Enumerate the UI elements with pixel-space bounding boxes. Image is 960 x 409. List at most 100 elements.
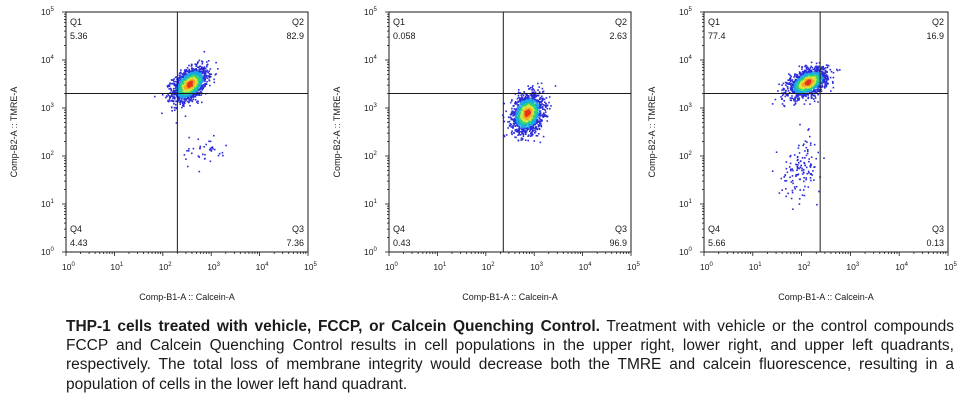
- event-dot: [795, 185, 798, 188]
- event-dot: [192, 71, 194, 74]
- event-dot: [815, 85, 817, 88]
- event-dot: [523, 97, 526, 99]
- event-dot: [808, 79, 810, 81]
- event-dot: [815, 157, 817, 160]
- event-dot: [186, 76, 188, 78]
- event-dot: [545, 105, 548, 107]
- event-dot: [178, 83, 181, 86]
- x-tick-label: 101: [749, 262, 762, 272]
- event-dot: [817, 83, 820, 85]
- event-dot: [818, 69, 820, 72]
- event-dot: [810, 78, 812, 81]
- event-dot: [523, 102, 525, 104]
- event-dot: [807, 129, 809, 131]
- event-dot: [188, 148, 190, 150]
- event-dot: [180, 99, 183, 102]
- event-dot: [529, 126, 531, 129]
- event-dot: [789, 83, 792, 86]
- event-dot: [200, 94, 202, 96]
- event-dot: [193, 73, 195, 75]
- event-dot: [816, 74, 819, 77]
- event-dot: [538, 124, 541, 126]
- quadrant-q2-value: 16.9: [926, 31, 944, 41]
- event-dot: [521, 116, 524, 119]
- event-dot: [820, 90, 823, 93]
- event-dot: [183, 81, 185, 84]
- x-tick-exponent: 3: [856, 262, 860, 268]
- event-dot: [805, 95, 807, 98]
- event-dot: [510, 111, 513, 114]
- event-dot: [507, 116, 510, 118]
- event-dot: [197, 102, 199, 104]
- event-dot: [796, 75, 798, 78]
- event-dot: [832, 76, 835, 79]
- event-dot: [205, 83, 208, 85]
- event-dot: [172, 91, 174, 93]
- event-dot: [797, 89, 799, 91]
- event-dot: [178, 101, 181, 103]
- event-dot: [530, 94, 532, 97]
- event-dot: [173, 96, 175, 99]
- x-tick-label: 105: [304, 262, 317, 272]
- event-dot: [181, 97, 183, 100]
- event-dot: [522, 135, 525, 137]
- event-dot: [536, 102, 538, 105]
- quadrant-q4-name: Q4: [393, 224, 405, 234]
- event-dot: [799, 123, 801, 126]
- event-dot: [182, 76, 184, 78]
- y-tick-label: 104: [41, 55, 54, 65]
- event-dot: [533, 97, 536, 99]
- event-dot: [797, 93, 799, 96]
- quadrant-q4-name: Q4: [70, 224, 82, 234]
- event-dot: [807, 97, 809, 100]
- x-tick-exponent: 4: [588, 262, 592, 268]
- event-dot: [189, 99, 191, 102]
- event-dot: [807, 186, 810, 188]
- x-tick-label: 100: [700, 262, 713, 272]
- event-dot: [192, 68, 195, 70]
- event-dot: [813, 84, 816, 86]
- y-tick-label: 102: [364, 151, 377, 161]
- event-dot: [183, 82, 186, 85]
- y-tick-base: 10: [364, 103, 374, 113]
- event-dot: [166, 85, 169, 87]
- event-dot: [185, 90, 188, 92]
- event-dot: [536, 100, 538, 102]
- event-dot: [824, 83, 827, 85]
- y-axis-label: Comp-B2-A :: TMRE-A: [9, 87, 19, 178]
- x-tick-base: 10: [579, 262, 589, 272]
- event-dot: [515, 122, 518, 125]
- y-tick-base: 10: [41, 247, 51, 257]
- event-dot: [788, 73, 790, 75]
- y-tick-exponent: 1: [688, 199, 692, 205]
- event-dot: [531, 128, 533, 130]
- event-dot: [800, 164, 802, 167]
- event-dot: [525, 100, 528, 102]
- event-dot: [512, 127, 514, 129]
- event-dot: [178, 77, 180, 80]
- event-dot: [520, 100, 522, 102]
- event-dot: [539, 97, 541, 100]
- event-dot: [197, 138, 200, 141]
- event-dot: [515, 121, 518, 123]
- event-dot: [183, 102, 186, 105]
- event-dot: [523, 117, 525, 119]
- event-dot: [540, 101, 543, 104]
- event-dot: [515, 136, 517, 139]
- event-dot: [178, 87, 180, 90]
- event-dot: [525, 94, 528, 97]
- event-dot: [524, 139, 527, 141]
- event-dot: [514, 111, 516, 113]
- event-dot: [521, 103, 524, 106]
- event-dot: [803, 74, 806, 77]
- event-dot: [526, 124, 528, 127]
- event-dot: [785, 81, 788, 84]
- event-dot: [798, 81, 800, 83]
- event-dot: [519, 92, 522, 94]
- event-dot: [813, 89, 815, 91]
- event-dot: [839, 69, 841, 71]
- event-dot: [530, 106, 532, 109]
- event-dot: [174, 98, 176, 100]
- event-dot: [187, 76, 189, 78]
- event-dot: [801, 167, 803, 170]
